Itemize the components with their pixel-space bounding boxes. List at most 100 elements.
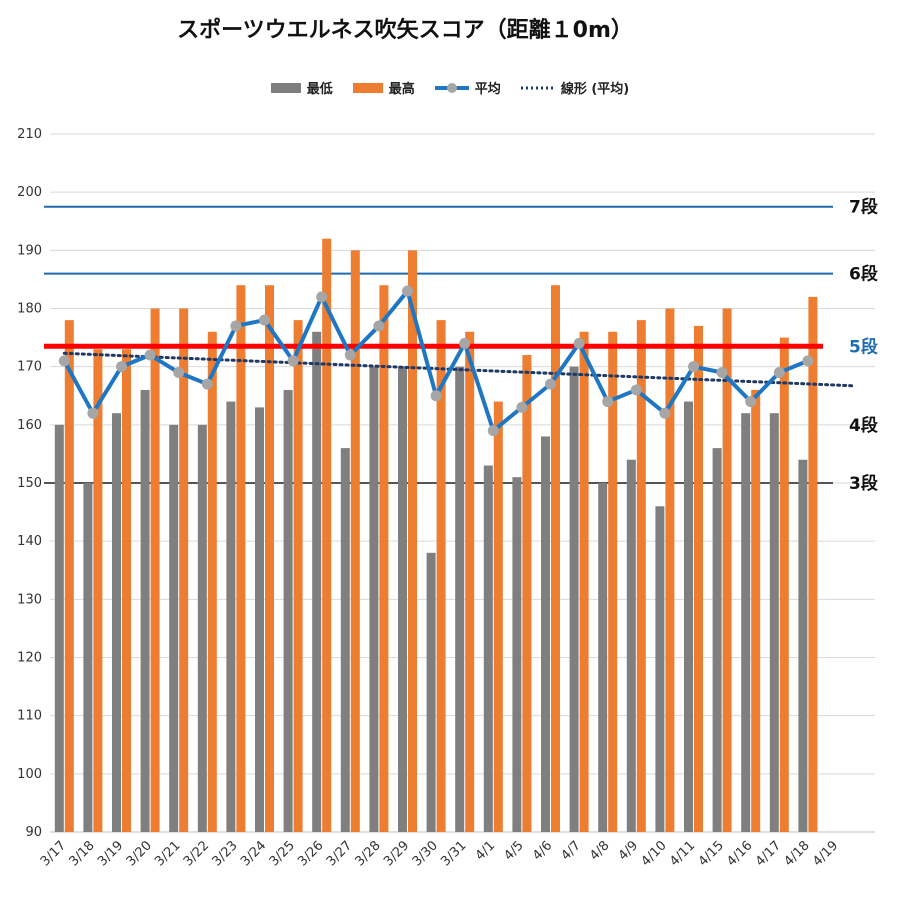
bar-min	[169, 424, 179, 832]
average-point	[745, 396, 757, 408]
x-tick-label: 3/30	[410, 838, 441, 869]
bar-min	[340, 448, 350, 832]
legend-swatch	[434, 82, 469, 93]
x-tick-label: 3/21	[152, 838, 183, 869]
level-label: 6段	[849, 264, 878, 285]
y-tick-label: 180	[17, 302, 42, 317]
bar-max	[579, 331, 589, 832]
bar-max	[493, 401, 503, 832]
bar-max	[322, 238, 332, 832]
y-tick-label: 120	[17, 651, 42, 666]
bar-min	[54, 424, 64, 832]
average-point	[630, 384, 642, 396]
bar-min	[684, 401, 693, 832]
bar-min	[741, 413, 751, 832]
x-tick-label: 3/24	[238, 838, 269, 869]
x-tick-label: 4/7	[559, 838, 584, 863]
bar-min	[255, 407, 264, 832]
bar-min	[112, 413, 121, 832]
bar-max	[751, 389, 761, 832]
bar-max	[64, 320, 74, 832]
x-tick-label: 4/9	[616, 838, 641, 863]
bar-max	[722, 308, 732, 832]
legend-item: 最低	[270, 78, 333, 97]
average-point	[659, 407, 671, 419]
trend-line	[62, 351, 857, 388]
x-tick-label: 3/19	[95, 838, 126, 869]
bar-min	[798, 459, 808, 832]
y-tick-label: 150	[17, 476, 42, 491]
level-label: 5段	[849, 336, 878, 357]
y-tick-label: 130	[17, 592, 42, 607]
average-point	[230, 320, 242, 332]
average-point	[201, 378, 213, 390]
average-point	[402, 285, 413, 297]
bar-max	[93, 349, 103, 832]
bar-max	[408, 250, 417, 833]
legend-label: 最低	[306, 82, 333, 97]
average-point	[459, 337, 471, 349]
average-point	[602, 396, 614, 408]
x-tick-label: 3/27	[324, 838, 355, 869]
x-tick-label: 3/29	[381, 838, 412, 869]
y-tick-label: 200	[17, 185, 42, 200]
y-tick-label: 190	[17, 243, 42, 258]
average-point	[144, 349, 156, 361]
bar-max	[350, 250, 360, 833]
bar-max	[379, 285, 389, 832]
x-tick-label: 4/11	[667, 838, 698, 869]
legend-label: 平均	[474, 82, 501, 97]
bar-max	[608, 331, 618, 832]
legend-swatch	[270, 82, 301, 93]
average-point	[373, 320, 385, 332]
average-point	[487, 425, 499, 437]
x-tick-label: 3/31	[438, 838, 469, 869]
average-point	[516, 401, 528, 413]
bar-min	[512, 477, 522, 832]
y-tick-label: 100	[17, 767, 42, 782]
y-tick-label: 140	[17, 534, 42, 549]
bar-min	[283, 389, 293, 832]
x-tick-label: 3/25	[267, 838, 298, 869]
bar-max	[694, 325, 703, 832]
average-point	[573, 337, 585, 349]
average-point	[773, 366, 785, 378]
legend-label: 線形 (平均)	[560, 82, 630, 97]
x-tick-label: 4/1	[473, 838, 498, 863]
bar-max	[207, 331, 217, 832]
bar-min	[426, 552, 436, 832]
legend: 最低 最高 平均 線形 (平均)	[0, 78, 900, 97]
x-tick-label: 4/18	[781, 838, 812, 869]
x-tick-label: 3/17	[38, 838, 69, 869]
average-point	[116, 361, 127, 373]
bar-min	[83, 483, 93, 832]
legend-item: 平均	[434, 78, 501, 97]
average-point	[58, 355, 70, 367]
bar-min	[197, 424, 207, 832]
bar-max	[808, 296, 818, 832]
x-tick-label: 3/18	[66, 838, 97, 869]
bar-min	[398, 366, 407, 832]
average-point	[688, 361, 699, 373]
y-tick-label: 170	[17, 360, 42, 375]
level-label: 7段	[849, 197, 878, 218]
x-tick-label: 4/17	[753, 838, 784, 869]
chart-title: スポーツウエルネス吹矢スコア（距離１0m）	[177, 18, 633, 43]
average-point	[316, 291, 328, 303]
y-tick-label: 160	[17, 418, 42, 433]
x-tick-label: 4/16	[724, 838, 755, 869]
average-point	[430, 390, 442, 402]
x-tick-label: 3/22	[181, 838, 212, 869]
x-tick-label: 3/23	[209, 838, 240, 869]
x-tick-label: 4/8	[587, 838, 612, 863]
y-tick-label: 210	[17, 127, 42, 142]
bar-max	[122, 349, 131, 832]
bar-min	[226, 401, 236, 832]
x-tick-label: 3/26	[295, 838, 326, 869]
legend-item: 線形 (平均)	[520, 78, 630, 97]
average-point	[87, 407, 99, 419]
x-tick-label: 4/19	[810, 838, 841, 869]
x-tick-label: 4/15	[696, 838, 727, 869]
bar-max	[179, 308, 189, 832]
